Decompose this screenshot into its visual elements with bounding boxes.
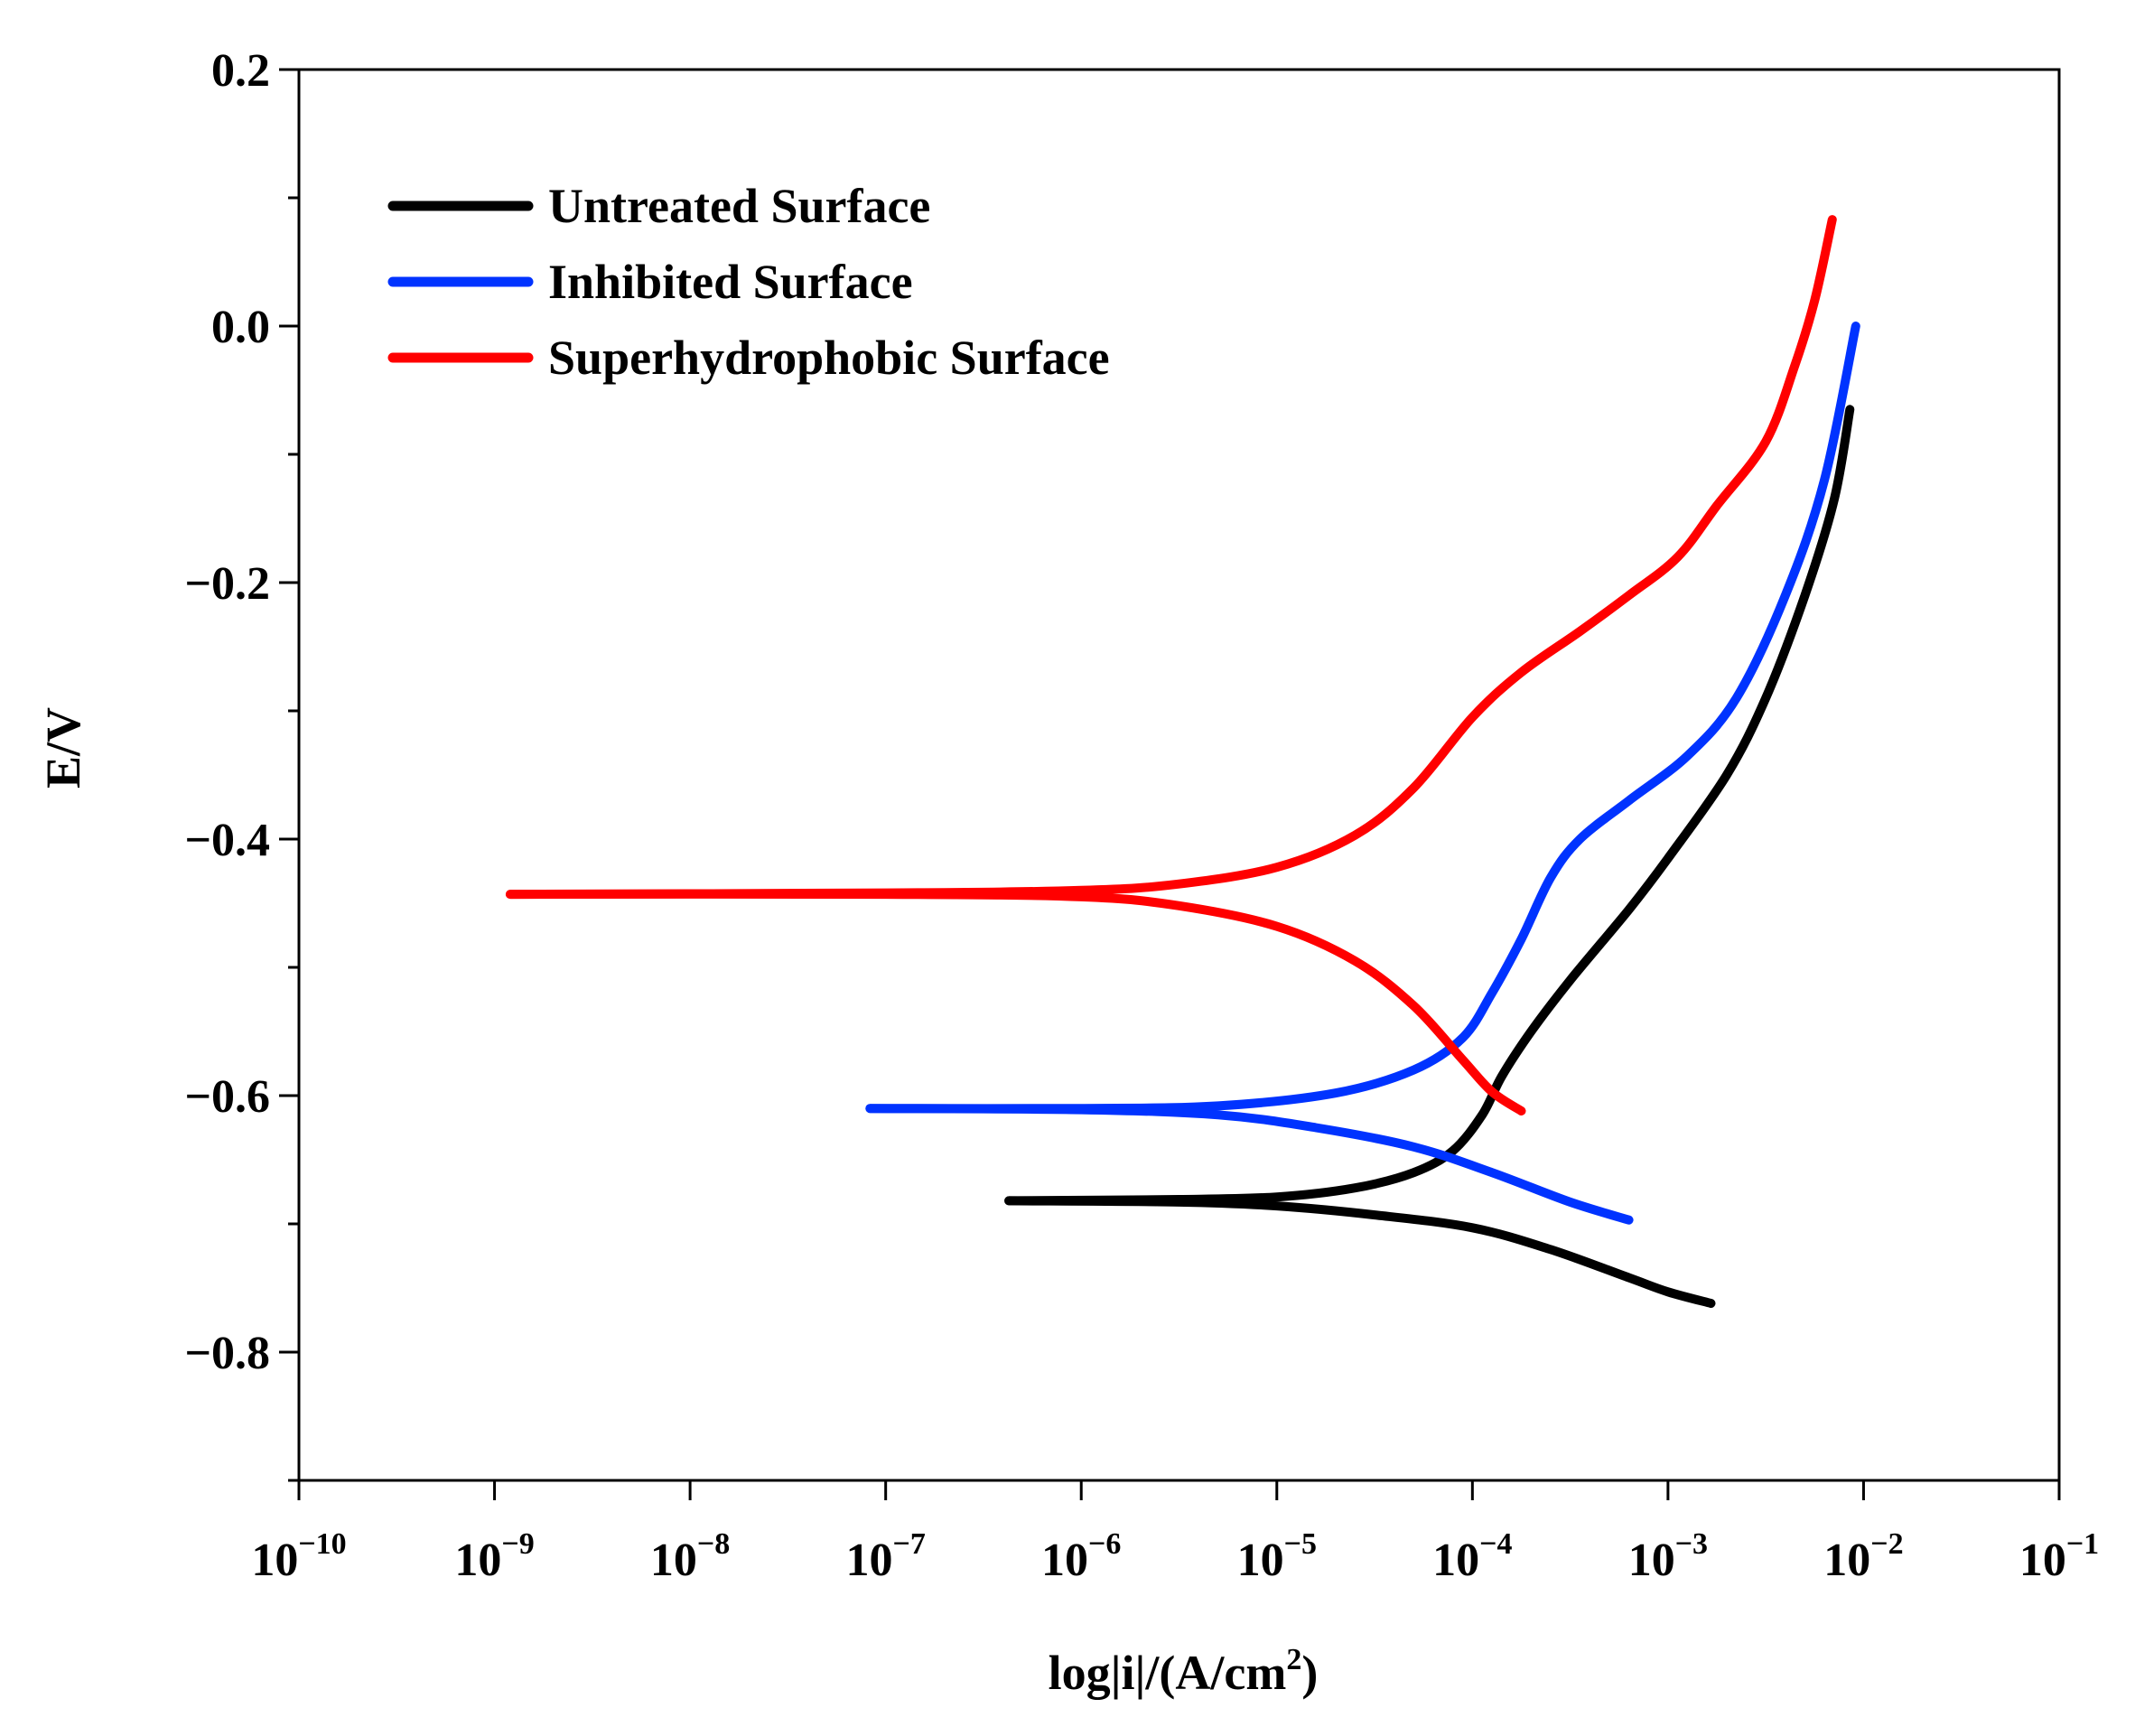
x-tick-base: 10 bbox=[1432, 1535, 1479, 1586]
legend: Untreated Surface Inhibited Surface Superh… bbox=[387, 179, 1110, 385]
x-tick-exponent: −7 bbox=[892, 1527, 925, 1561]
x-axis-title: log|i|/(A/cm2) bbox=[1049, 1643, 1319, 1700]
x-tick-base: 10 bbox=[1041, 1535, 1088, 1586]
x-tick-label: 10−6 bbox=[1041, 1527, 1121, 1586]
x-tick-label: 10−2 bbox=[1823, 1527, 1903, 1586]
x-tick-label: 10−10 bbox=[251, 1527, 346, 1586]
x-tick-base: 10 bbox=[454, 1535, 501, 1586]
x-tick-base: 10 bbox=[1823, 1535, 1870, 1586]
y-tick-label: −0.8 bbox=[184, 1328, 270, 1379]
x-tick-base: 10 bbox=[650, 1535, 697, 1586]
x-tick-exponent: −5 bbox=[1284, 1527, 1317, 1561]
series-untreated-surface-anodic-line bbox=[1004, 405, 1855, 1206]
x-tick-exponent: −1 bbox=[2066, 1527, 2099, 1561]
x-tick-label: 10−9 bbox=[454, 1527, 534, 1586]
series-inhibited-surface-anodic-line bbox=[865, 322, 1860, 1114]
x-tick-label: 10−1 bbox=[2019, 1527, 2099, 1586]
x-tick-label: 10−3 bbox=[1628, 1527, 1708, 1586]
y-tick-label: −0.4 bbox=[184, 815, 270, 866]
x-axis-ticks: 10−10 10−9 10−8 10−7 10−6 10−5 10−4 10−3 10−2 10−… bbox=[251, 1480, 2099, 1586]
legend-label: Untreated Surface bbox=[548, 179, 930, 233]
y-tick-label: −0.2 bbox=[184, 558, 270, 610]
y-tick-label: 0.2 bbox=[211, 45, 270, 97]
series-superhydrophobic-surface-anodic-line bbox=[505, 215, 1837, 900]
x-tick-exponent: −2 bbox=[1870, 1527, 1903, 1561]
x-tick-base: 10 bbox=[1628, 1535, 1675, 1586]
x-tick-exponent: −10 bbox=[298, 1527, 346, 1561]
x-tick-exponent: −6 bbox=[1088, 1527, 1121, 1561]
plot-frame bbox=[297, 68, 2061, 1482]
y-axis-title: E/V bbox=[36, 707, 90, 789]
y-tick-label: 0.0 bbox=[211, 302, 270, 353]
x-tick-exponent: −3 bbox=[1675, 1527, 1708, 1561]
x-tick-base: 10 bbox=[1237, 1535, 1284, 1586]
x-tick-base: 10 bbox=[251, 1535, 298, 1586]
legend-label: Superhydrophobic Surface bbox=[548, 331, 1110, 385]
x-tick-base: 10 bbox=[845, 1535, 892, 1586]
series-layer bbox=[505, 215, 1860, 1308]
x-tick-exponent: −8 bbox=[697, 1527, 730, 1561]
x-tick-exponent: −4 bbox=[1479, 1527, 1512, 1561]
x-tick-label: 10−8 bbox=[650, 1527, 730, 1586]
y-axis-ticks: 0.2 0.0 −0.2 −0.4 −0.6 −0.8 bbox=[184, 45, 299, 1482]
x-axis-title-main: log|i|/(A/cm bbox=[1049, 1646, 1287, 1700]
x-axis-title-sup: 2 bbox=[1286, 1643, 1301, 1676]
series-superhydrophobic-surface-cathodic-line bbox=[505, 889, 1526, 1115]
x-tick-label: 10−5 bbox=[1237, 1527, 1317, 1586]
x-tick-exponent: −9 bbox=[501, 1527, 534, 1561]
x-axis-title-suffix: ) bbox=[1301, 1646, 1318, 1700]
x-tick-label: 10−4 bbox=[1432, 1527, 1512, 1586]
x-tick-base: 10 bbox=[2019, 1535, 2066, 1586]
x-tick-label: 10−7 bbox=[845, 1527, 925, 1586]
y-tick-label: −0.6 bbox=[184, 1071, 270, 1123]
legend-label: Inhibited Surface bbox=[548, 255, 913, 309]
